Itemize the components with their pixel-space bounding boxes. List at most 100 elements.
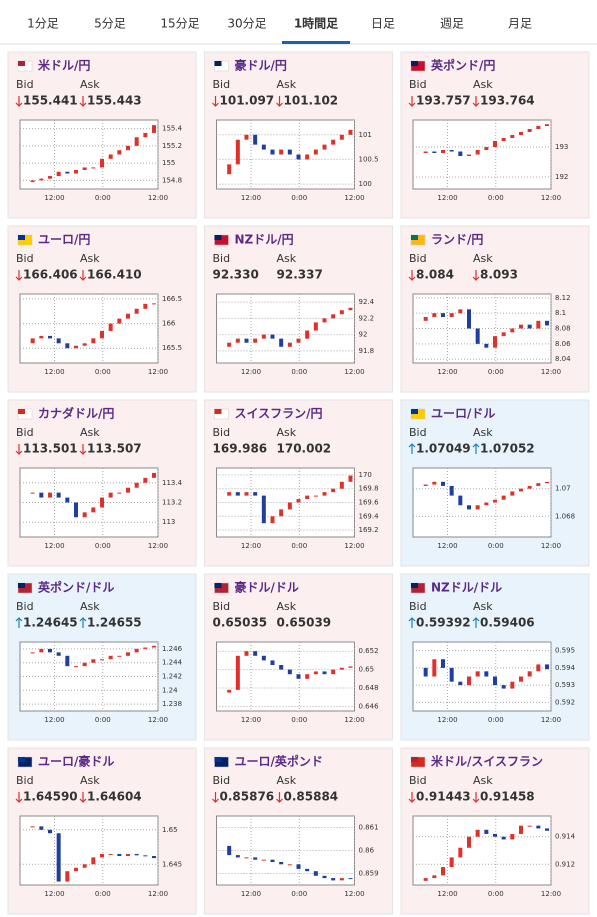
x-tick-label: 0:00 bbox=[291, 716, 307, 724]
y-tick-label: 8.12 bbox=[555, 294, 571, 302]
tab[interactable]: 日足 bbox=[371, 17, 395, 31]
card-title[interactable]: ユーロ/ドル bbox=[431, 407, 495, 421]
candle bbox=[235, 492, 240, 496]
card-title[interactable]: 米ドル/円 bbox=[38, 58, 90, 73]
candle bbox=[313, 149, 318, 155]
tab[interactable]: 週足 bbox=[440, 17, 464, 31]
candle bbox=[235, 855, 240, 858]
candle bbox=[305, 495, 310, 500]
candle bbox=[253, 857, 258, 860]
candle bbox=[117, 150, 122, 155]
bid-label: Bid bbox=[213, 600, 231, 613]
candle bbox=[536, 825, 541, 829]
candle bbox=[296, 499, 301, 503]
candle bbox=[313, 322, 318, 331]
candle bbox=[322, 144, 327, 150]
candle bbox=[296, 338, 301, 343]
candle bbox=[475, 829, 480, 837]
card-title[interactable]: NZドル/ドル bbox=[431, 581, 502, 595]
card-title[interactable]: ユーロ/豪ドル bbox=[38, 754, 114, 769]
flag bbox=[411, 235, 418, 240]
bid-value: 1.07049 bbox=[416, 442, 471, 456]
chart-area bbox=[19, 119, 159, 190]
tab[interactable]: 月足 bbox=[508, 17, 532, 31]
candle bbox=[331, 669, 336, 675]
candle bbox=[339, 667, 344, 670]
x-tick-label: 12:00 bbox=[437, 890, 457, 898]
candle bbox=[279, 338, 284, 347]
card-title[interactable]: ユーロ/円 bbox=[38, 233, 90, 247]
ask-label: Ask bbox=[473, 252, 493, 265]
candle bbox=[519, 132, 523, 135]
candle bbox=[287, 342, 292, 347]
candle bbox=[322, 875, 327, 879]
candle bbox=[126, 652, 130, 656]
tab[interactable]: 15分足 bbox=[160, 17, 199, 31]
candle bbox=[253, 651, 258, 656]
x-tick-label: 12:00 bbox=[44, 542, 64, 550]
ask-value: 170.002 bbox=[277, 442, 332, 456]
bid-label: Bid bbox=[16, 774, 34, 787]
candle bbox=[493, 833, 497, 837]
x-tick-label: 12:00 bbox=[437, 542, 457, 550]
x-tick-label: 12:00 bbox=[241, 542, 261, 550]
card-title[interactable]: 豪ドル/ドル bbox=[235, 580, 299, 595]
card-title[interactable]: 豪ドル/円 bbox=[235, 58, 287, 73]
candle bbox=[152, 856, 156, 859]
bid-value: 8.084 bbox=[416, 268, 454, 282]
y-tick-label: 0.594 bbox=[555, 664, 576, 672]
card-title[interactable]: ユーロ/英ポンド bbox=[235, 754, 323, 769]
candle bbox=[39, 492, 44, 498]
bid-value: 113.501 bbox=[23, 442, 78, 456]
flag bbox=[411, 583, 418, 588]
x-tick-label: 12:00 bbox=[148, 716, 168, 724]
x-tick-label: 12:00 bbox=[437, 716, 457, 724]
card-title[interactable]: 英ポンド/円 bbox=[431, 58, 495, 73]
x-tick-label: 0:00 bbox=[95, 716, 111, 724]
candle bbox=[82, 662, 87, 667]
direction-arrow bbox=[15, 96, 23, 107]
y-tick-label: 100.5 bbox=[359, 155, 379, 163]
candle bbox=[244, 857, 249, 859]
x-tick-label: 12:00 bbox=[541, 890, 561, 898]
card-title[interactable]: 英ポンド/ドル bbox=[38, 580, 114, 595]
candle bbox=[527, 485, 532, 489]
candle bbox=[117, 853, 122, 857]
candle bbox=[143, 647, 148, 649]
candle bbox=[536, 664, 541, 672]
tab[interactable]: 1時間足 bbox=[294, 16, 338, 31]
x-tick-label: 0:00 bbox=[95, 542, 111, 550]
chart-area bbox=[216, 293, 355, 364]
candle bbox=[348, 878, 353, 880]
candle bbox=[74, 345, 78, 349]
candle bbox=[536, 483, 541, 486]
card-title[interactable]: スイスフラン/円 bbox=[235, 407, 323, 421]
candle bbox=[152, 125, 156, 133]
candle bbox=[108, 154, 113, 159]
tab[interactable]: 5分足 bbox=[94, 17, 126, 31]
candle bbox=[313, 671, 318, 675]
candle bbox=[501, 138, 506, 141]
card-title[interactable]: 米ドル/スイスフラン bbox=[431, 754, 543, 769]
tab[interactable]: 1分足 bbox=[27, 17, 59, 31]
candle bbox=[501, 495, 506, 500]
candle bbox=[152, 472, 156, 478]
candle bbox=[100, 659, 104, 661]
active-tab-underline bbox=[282, 41, 350, 44]
ask-label: Ask bbox=[473, 426, 493, 439]
flag bbox=[18, 235, 25, 240]
candle bbox=[510, 833, 515, 840]
y-tick-label: 165.5 bbox=[162, 344, 182, 352]
card-title[interactable]: NZドル/円 bbox=[235, 233, 294, 247]
candle bbox=[339, 134, 344, 140]
card-title[interactable]: カナダドル/円 bbox=[38, 406, 114, 421]
card-title[interactable]: ランド/円 bbox=[431, 233, 483, 247]
candle bbox=[449, 857, 454, 868]
tab[interactable]: 30分足 bbox=[227, 17, 266, 31]
candle bbox=[296, 674, 301, 679]
candle bbox=[484, 147, 489, 150]
ask-label: Ask bbox=[277, 252, 297, 265]
candle bbox=[423, 667, 428, 677]
y-tick-label: 92 bbox=[359, 331, 368, 339]
direction-arrow bbox=[408, 96, 416, 107]
